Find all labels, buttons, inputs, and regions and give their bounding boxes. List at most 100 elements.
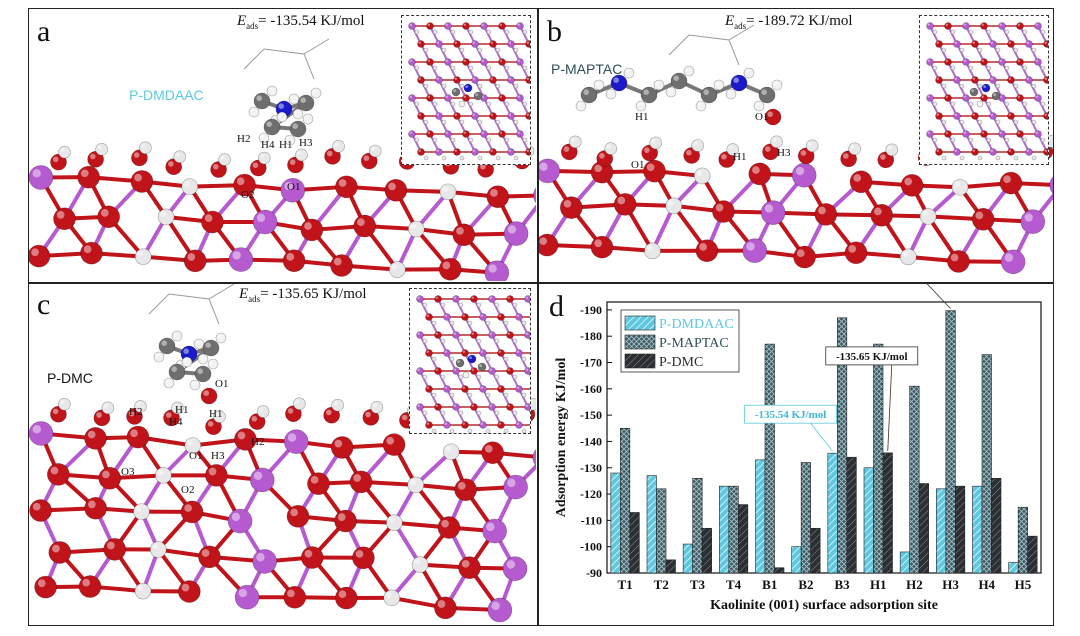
lattice-hydrogen	[504, 101, 510, 107]
lattice-hydrogen	[495, 155, 501, 161]
lattice-hydrogen	[476, 410, 482, 416]
oxygen-atom	[201, 210, 224, 234]
lattice-atom	[953, 76, 961, 84]
lattice-atom	[416, 403, 424, 411]
atom-label: H3	[211, 450, 225, 462]
aluminium-atom	[252, 209, 278, 235]
lattice-atom-highlight	[489, 296, 492, 299]
lattice-atom-highlight	[1035, 59, 1038, 63]
hydrogen-atom	[181, 178, 199, 195]
oxygen-atom-highlight	[950, 253, 959, 262]
oxygen-atom	[695, 239, 719, 263]
hydrogen-atom	[288, 93, 300, 105]
surface-hydrogen-atom-highlight	[175, 152, 180, 157]
lattice-atom-highlight	[481, 59, 484, 63]
hydrogen-atom-highlight	[696, 170, 703, 176]
lattice-hydrogen-highlight	[960, 84, 962, 87]
oxygen-atom	[814, 203, 838, 226]
hydrogen-atom	[665, 197, 683, 215]
nitrogen-atom	[610, 74, 628, 92]
lattice-atom	[470, 295, 478, 303]
lattice-atom	[417, 148, 425, 156]
lattice-atom	[489, 112, 497, 120]
lattice-hydrogen	[414, 101, 420, 107]
lattice-hydrogen-highlight	[423, 375, 425, 377]
surface-oxygen-atom-highlight	[563, 146, 570, 152]
surface-oxygen-atom	[323, 406, 340, 424]
hydrogen-atom	[411, 556, 429, 573]
lattice-atom-highlight	[526, 149, 529, 152]
hydrogen-atom-highlight	[290, 95, 294, 99]
lattice-atom-highlight	[490, 113, 493, 116]
surface-oxygen-atom	[762, 143, 779, 161]
lattice-hydrogen-highlight	[1014, 120, 1016, 123]
carbon-atom	[297, 94, 315, 112]
lattice-hydrogen-highlight	[513, 411, 515, 413]
surface-oxygen-atom	[165, 158, 183, 176]
aluminium-atom-highlight	[232, 251, 241, 260]
lattice-atom	[1025, 148, 1033, 156]
lattice-atom-highlight	[1035, 131, 1038, 134]
oxygen-atom	[559, 196, 583, 219]
lattice-hydrogen-highlight	[514, 120, 516, 123]
lattice-atom-highlight	[426, 314, 429, 317]
lattice-hydrogen-highlight	[504, 393, 506, 395]
aluminium-atom	[252, 549, 277, 574]
carbon-atom-highlight	[197, 368, 203, 374]
lattice-hydrogen-highlight	[987, 30, 989, 32]
inset-carbon-atom	[991, 91, 1001, 101]
lattice-atom	[1034, 130, 1042, 138]
annotation-leader	[926, 284, 951, 309]
lattice-hydrogen-highlight	[423, 339, 425, 341]
hydrogen-atom	[919, 208, 937, 225]
lattice-hydrogen-highlight	[451, 30, 453, 32]
oxygen-atom-highlight	[80, 169, 89, 178]
aluminium-atom	[502, 556, 528, 581]
lattice-atom-highlight	[471, 296, 474, 299]
carbon-atom-highlight	[583, 89, 589, 95]
lattice-atom	[471, 112, 479, 120]
surface-oxygen-atom-highlight	[251, 415, 258, 422]
oxygen-atom	[947, 250, 970, 273]
lattice-hydrogen	[512, 410, 518, 416]
lattice-atom	[444, 130, 452, 138]
surface-hydrogen-atom	[805, 139, 819, 153]
carbon-atom	[289, 120, 307, 138]
hydrogen-atom	[683, 65, 695, 77]
lattice-hydrogen	[494, 302, 500, 308]
lattice-hydrogen	[950, 29, 956, 35]
atom-label: H3	[299, 137, 313, 149]
lattice-hydrogen	[485, 320, 491, 326]
lattice-atom-highlight	[507, 296, 510, 299]
surface-oxygen-atom	[797, 147, 815, 165]
lattice-atom-highlight	[507, 332, 510, 335]
lattice-atom-highlight	[453, 368, 456, 371]
lattice-atom-highlight	[490, 149, 493, 152]
aluminium-atom	[29, 165, 54, 190]
lattice-atom	[416, 295, 424, 303]
bar-p-maptac-b1	[764, 343, 775, 574]
lattice-hydrogen	[950, 137, 956, 143]
lattice-atom-highlight	[472, 113, 475, 116]
aluminium-atom-highlight	[488, 264, 497, 273]
oxygen-atom-highlight	[304, 222, 312, 230]
hydrogen-atom-highlight	[391, 263, 398, 270]
lattice-hydrogen	[986, 101, 992, 107]
lattice-hydrogen	[977, 119, 983, 125]
lattice-hydrogen	[968, 137, 974, 143]
surface-hydrogen-atom	[101, 401, 115, 415]
surface-oxygen-atom	[50, 153, 67, 171]
oxygen-atom-highlight	[184, 504, 193, 512]
hydrogen-atom-highlight	[388, 517, 395, 523]
lattice-atom-highlight	[490, 77, 493, 80]
lattice-hydrogen	[477, 83, 483, 89]
lattice-atom	[416, 331, 424, 339]
surface-oxygen-atom-highlight	[880, 154, 886, 160]
oxygen-atom	[130, 170, 154, 193]
surface-oxygen-atom	[285, 405, 302, 423]
carbon-atom-highlight	[703, 89, 709, 95]
surface-hydrogen-atom-highlight	[295, 399, 300, 404]
hydrogen-atom-highlight	[160, 211, 167, 217]
oxygen-atom	[539, 233, 559, 257]
hydrogen-atom	[215, 332, 227, 344]
